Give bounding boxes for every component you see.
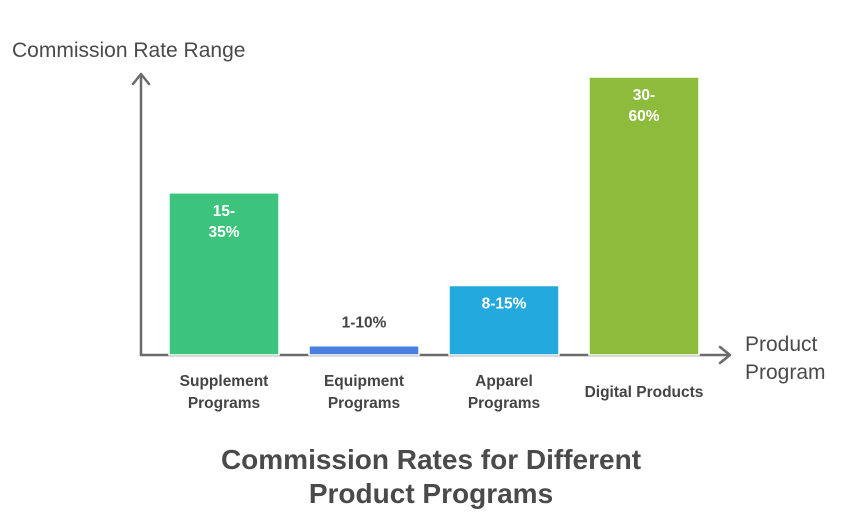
bar-value-label-0-1: 35%	[208, 224, 239, 241]
y-axis-title: Commission Rate Range	[12, 39, 245, 62]
x-axis-title-line-2: Program	[745, 361, 826, 384]
category-label-2-1: Programs	[468, 395, 540, 412]
bar-0	[168, 192, 280, 356]
chart-title-line-1: Commission Rates for Different	[221, 444, 641, 475]
category-label-0-1: Programs	[188, 395, 260, 412]
bar-2	[448, 284, 560, 356]
bars-layer	[168, 76, 700, 356]
bar-value-label-0-0: 15-	[213, 203, 235, 220]
bar-value-label-3-0: 30-	[633, 87, 655, 104]
category-label-0-0: Supplement	[180, 373, 269, 390]
x-axis-title-line-1: Product	[745, 333, 818, 356]
bar-3	[588, 76, 700, 356]
labels-layer: 15- 35% Supplement Programs 1-10% Equipment Pr…	[180, 87, 704, 412]
category-label-1-1: Programs	[328, 395, 400, 412]
bar-value-label-1-0: 1-10%	[342, 315, 387, 332]
bar-1	[308, 344, 420, 356]
bar-value-label-2-0: 8-15%	[482, 296, 527, 313]
category-label-3-0: Digital Products	[585, 384, 704, 401]
bar-value-label-3-1: 60%	[628, 108, 659, 125]
chart-title-line-2: Product Programs	[309, 478, 553, 509]
category-label-1-0: Equipment	[324, 373, 404, 390]
y-axis-line	[131, 72, 151, 357]
category-label-2-0: Apparel	[475, 373, 533, 390]
